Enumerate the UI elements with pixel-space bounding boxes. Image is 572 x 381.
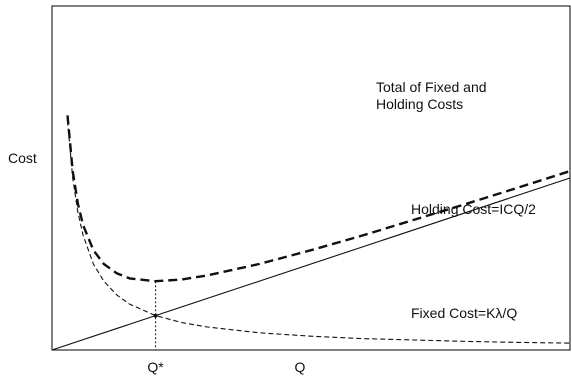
optimum-intersection-point: [153, 313, 158, 318]
plot-frame: [51, 5, 571, 351]
chart-axes: [51, 5, 571, 351]
series-fixed-line: [66, 120, 571, 344]
optimum-markers: [153, 281, 158, 350]
x-axis-label: Q: [295, 359, 306, 375]
series-layer: [51, 115, 571, 351]
series-holding-line: [51, 177, 571, 351]
series-total-label-line-1: Total of Fixed and: [376, 79, 487, 95]
series-total-line: [66, 115, 571, 283]
series-total-label-line-2: Holding Costs: [376, 96, 463, 112]
y-axis-label: Cost: [8, 150, 37, 166]
series-fixed-label: Fixed Cost=Kλ/Q: [411, 305, 517, 321]
x-tick-label-qstar: Q*: [147, 359, 164, 375]
series-holding-label: Holding Cost=ICQ/2: [411, 201, 536, 217]
